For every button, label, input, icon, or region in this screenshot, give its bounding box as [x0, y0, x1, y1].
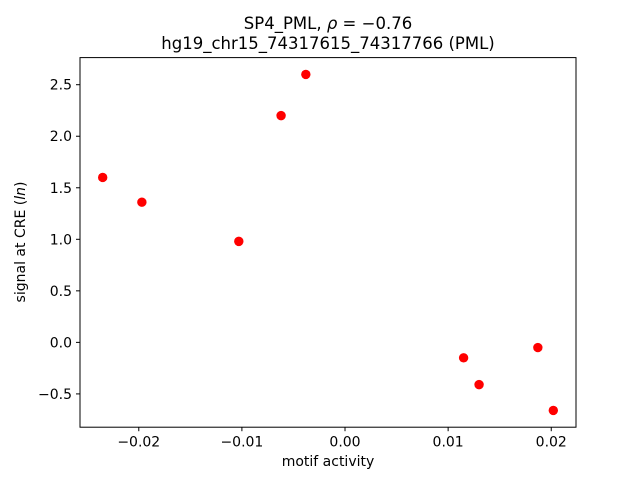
scatter-point: [548, 405, 559, 416]
y-tick-label: 2.5: [50, 78, 72, 94]
scatter-point: [276, 110, 286, 121]
scatter-point: [533, 342, 543, 353]
chart-title-line1: SP4_PML, ρ = −0.76: [244, 14, 412, 34]
y-label-prefix: signal at CRE (: [13, 200, 29, 303]
scatter-point: [97, 172, 108, 183]
x-axis-label: motif activity: [282, 454, 375, 470]
title-prefix: SP4_PML,: [244, 14, 327, 34]
y-tick-label: −0.5: [38, 387, 72, 403]
scatter-points: [97, 69, 559, 416]
y-tick-label: 1.0: [50, 232, 72, 248]
axes-frame: [79, 57, 577, 428]
scatter-point: [301, 69, 311, 80]
x-tick-label: −0.02: [117, 435, 160, 451]
x-tick-label: 0.01: [433, 435, 464, 451]
chart-title-line2: hg19_chr15_74317615_74317766 (PML): [161, 34, 494, 54]
scatter-point: [234, 236, 244, 247]
y-tick-label: 1.5: [50, 181, 72, 197]
scatter-point: [458, 353, 469, 363]
scatter-point: [474, 379, 484, 390]
y-tick-label: 0.5: [50, 284, 72, 300]
y-axis-label: signal at CRE (ln): [13, 182, 29, 303]
scatter-point: [137, 197, 147, 207]
x-tick-label: 0.02: [536, 435, 567, 451]
y-label-ln: ln: [13, 187, 29, 200]
axis-ticks: −0.02 −0.01 0.00 0.01 0.02 −0.5 0.0 0.5 1.0 1.5 2.…: [38, 78, 567, 451]
y-tick-label: 0.0: [50, 335, 72, 351]
y-tick-label: 2.0: [50, 129, 72, 145]
y-label-suffix: ): [13, 182, 29, 187]
title-rho-symbol: ρ: [327, 14, 338, 33]
title-rho-value: = −0.76: [337, 14, 412, 33]
x-tick-label: −0.01: [220, 435, 263, 451]
x-tick-label: 0.00: [329, 435, 360, 451]
